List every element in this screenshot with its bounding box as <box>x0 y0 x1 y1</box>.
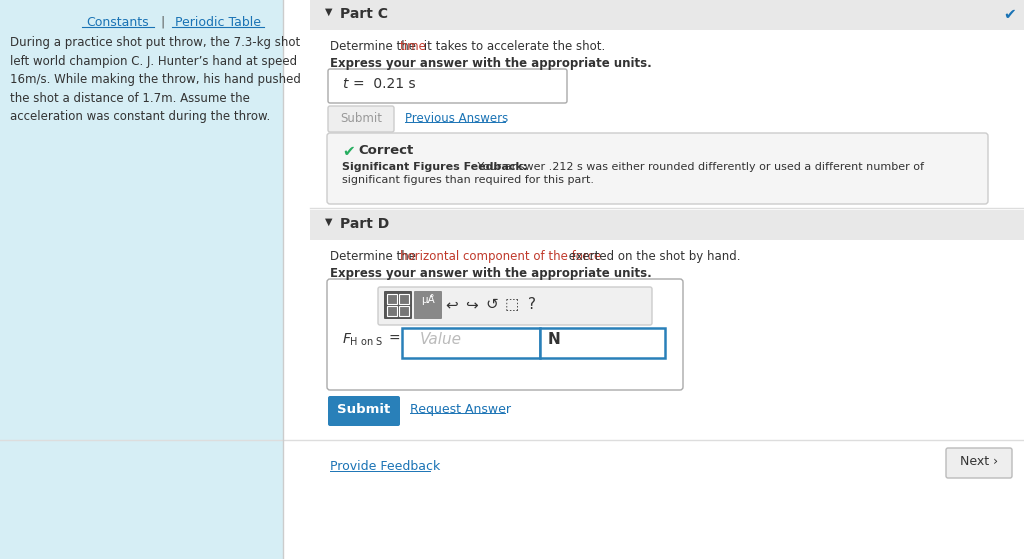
Bar <box>540 328 665 358</box>
Text: Submit: Submit <box>340 112 382 125</box>
Text: Express your answer with the appropriate units.: Express your answer with the appropriate… <box>330 57 651 70</box>
FancyBboxPatch shape <box>327 279 683 390</box>
Text: =  0.21 s: = 0.21 s <box>353 77 416 91</box>
Bar <box>402 328 540 358</box>
Bar <box>387 294 397 304</box>
Text: Correct: Correct <box>358 144 414 157</box>
Text: $F_{\mathrm{H\ on\ S}}$: $F_{\mathrm{H\ on\ S}}$ <box>342 332 383 348</box>
Bar <box>310 210 1024 240</box>
Text: it takes to accelerate the shot.: it takes to accelerate the shot. <box>420 40 605 53</box>
Text: ✔: ✔ <box>1004 7 1017 22</box>
Text: $t$: $t$ <box>342 77 350 91</box>
Bar <box>0 0 283 559</box>
Text: =: = <box>388 332 399 346</box>
FancyBboxPatch shape <box>328 396 400 426</box>
Text: During a practice shot put throw, the 7.3-kg shot
left world champion C. J. Hunt: During a practice shot put throw, the 7.… <box>10 36 301 123</box>
Text: Periodic Table: Periodic Table <box>175 16 261 29</box>
Text: Determine the: Determine the <box>330 40 420 53</box>
Text: Your answer .212 s was either rounded differently or used a different number of: Your answer .212 s was either rounded di… <box>474 162 924 172</box>
Bar <box>399 294 409 304</box>
Text: ✔: ✔ <box>342 144 354 159</box>
Text: ▼: ▼ <box>325 217 333 227</box>
FancyBboxPatch shape <box>327 133 988 204</box>
FancyBboxPatch shape <box>328 106 394 132</box>
Text: time: time <box>400 40 427 53</box>
Text: Part D: Part D <box>340 217 389 231</box>
FancyBboxPatch shape <box>384 291 412 319</box>
Text: μÅ: μÅ <box>421 294 435 305</box>
Text: ▼: ▼ <box>325 7 333 17</box>
FancyBboxPatch shape <box>328 69 567 103</box>
Text: horizontal component of the force: horizontal component of the force <box>400 250 601 263</box>
Text: ?: ? <box>528 297 536 312</box>
Text: Value: Value <box>420 332 462 347</box>
Text: |: | <box>161 16 165 29</box>
Text: Constants: Constants <box>87 16 150 29</box>
Text: ⬚: ⬚ <box>505 297 519 312</box>
Text: significant figures than required for this part.: significant figures than required for th… <box>342 175 594 185</box>
Text: Next ›: Next › <box>959 455 998 468</box>
Text: Express your answer with the appropriate units.: Express your answer with the appropriate… <box>330 267 651 280</box>
Text: Provide Feedback: Provide Feedback <box>330 460 440 473</box>
Text: Determine the: Determine the <box>330 250 420 263</box>
Text: ↺: ↺ <box>485 297 499 312</box>
Text: Request Answer: Request Answer <box>410 403 511 416</box>
FancyBboxPatch shape <box>946 448 1012 478</box>
Bar <box>310 0 1024 30</box>
Text: N: N <box>548 332 561 347</box>
Text: Part C: Part C <box>340 7 388 21</box>
Text: Previous Answers: Previous Answers <box>406 112 508 125</box>
FancyBboxPatch shape <box>378 287 652 325</box>
Bar <box>387 306 397 316</box>
Text: Submit: Submit <box>337 403 390 416</box>
Text: ↪: ↪ <box>466 297 478 312</box>
Bar <box>399 306 409 316</box>
Text: exerted on the shot by hand.: exerted on the shot by hand. <box>565 250 740 263</box>
Text: ↩: ↩ <box>445 297 459 312</box>
FancyBboxPatch shape <box>414 291 442 319</box>
Text: Significant Figures Feedback:: Significant Figures Feedback: <box>342 162 527 172</box>
